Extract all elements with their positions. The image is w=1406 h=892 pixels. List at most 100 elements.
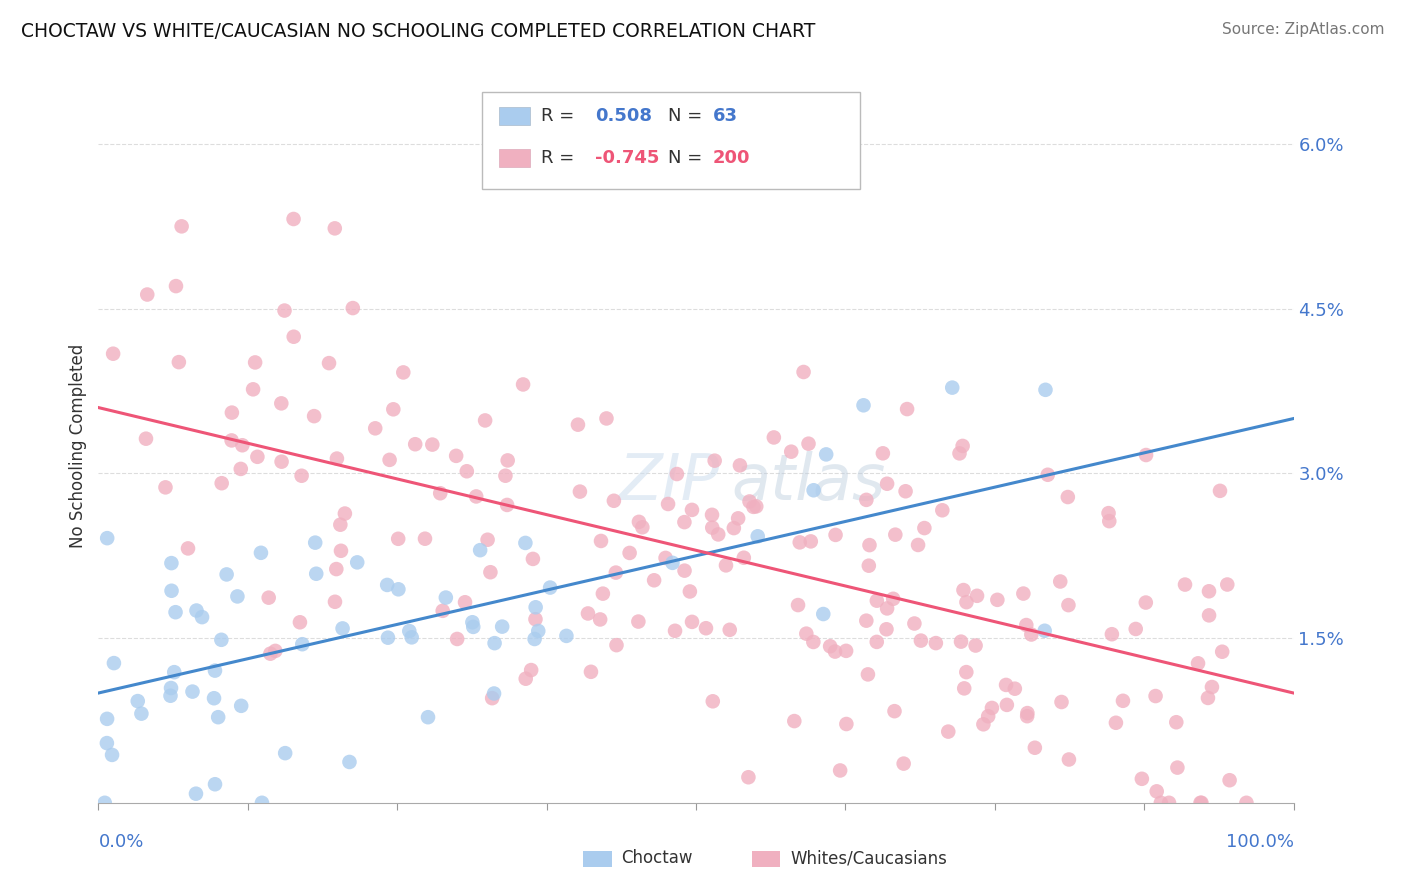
Point [1146,784,1168,798]
Point [1130,772,1153,786]
Point [429,486,451,500]
Point [665,467,688,481]
Point [520,663,543,677]
Text: R =: R = [541,107,581,125]
Point [657,497,679,511]
Point [231,698,253,713]
Point [1201,680,1223,694]
Point [815,447,838,461]
Point [1004,681,1026,696]
Point [177,541,200,556]
Point [522,552,544,566]
Point [434,591,457,605]
Point [728,458,751,473]
Point [456,464,478,478]
Point [1097,506,1119,520]
Point [876,601,898,615]
Point [883,704,905,718]
Point [416,710,439,724]
Point [1197,690,1219,705]
Point [1211,645,1233,659]
Point [523,632,546,646]
Point [204,664,226,678]
Point [1187,657,1209,671]
Point [568,484,591,499]
Point [742,500,765,514]
Point [242,382,264,396]
Point [211,476,233,491]
Point [1150,796,1173,810]
Point [1135,448,1157,462]
Text: 100.0%: 100.0% [1226,833,1294,851]
Point [1105,715,1128,730]
Point [330,543,353,558]
Point [866,635,889,649]
Point [619,546,641,560]
Point [835,644,858,658]
Point [1219,773,1241,788]
Point [589,612,612,626]
Text: 0.508: 0.508 [595,107,652,125]
Point [302,409,325,424]
Point [323,595,346,609]
Point [515,672,537,686]
Point [413,532,436,546]
Point [695,621,717,635]
Point [1157,796,1180,810]
Point [592,587,614,601]
Point [283,330,305,344]
Point [165,279,187,293]
Point [207,710,229,724]
Point [479,566,502,580]
Text: 63: 63 [713,107,738,125]
Point [631,520,654,534]
Point [209,632,232,647]
Point [512,377,534,392]
Point [950,634,973,648]
Point [818,640,841,654]
Point [463,620,485,634]
Text: -0.745: -0.745 [595,149,659,167]
Point [723,521,745,535]
Point [454,595,477,609]
Point [1056,490,1078,504]
Point [1035,383,1057,397]
Point [800,534,823,549]
Point [468,543,491,558]
Text: R =: R = [541,149,581,167]
Point [155,480,177,494]
Point [496,453,519,467]
Point [627,515,650,529]
Point [714,558,737,573]
Point [1209,483,1232,498]
Point [103,656,125,670]
Point [1021,627,1043,641]
Point [482,686,505,700]
Point [803,483,825,498]
Point [377,631,399,645]
Point [1017,709,1039,723]
Point [477,533,499,547]
Point [855,614,877,628]
Point [1050,695,1073,709]
Point [852,398,875,412]
Point [387,532,409,546]
Point [1057,598,1080,612]
Point [925,636,948,650]
Point [787,598,810,612]
Point [527,624,550,638]
Point [420,437,443,451]
Point [96,531,118,545]
Point [186,603,208,617]
Point [627,615,650,629]
Point [250,796,273,810]
Point [160,681,183,695]
Point [181,684,204,698]
Point [101,347,124,361]
Point [948,446,970,460]
Point [382,402,405,417]
Point [813,607,835,621]
Point [737,770,759,784]
Point [876,476,898,491]
Point [127,694,149,708]
